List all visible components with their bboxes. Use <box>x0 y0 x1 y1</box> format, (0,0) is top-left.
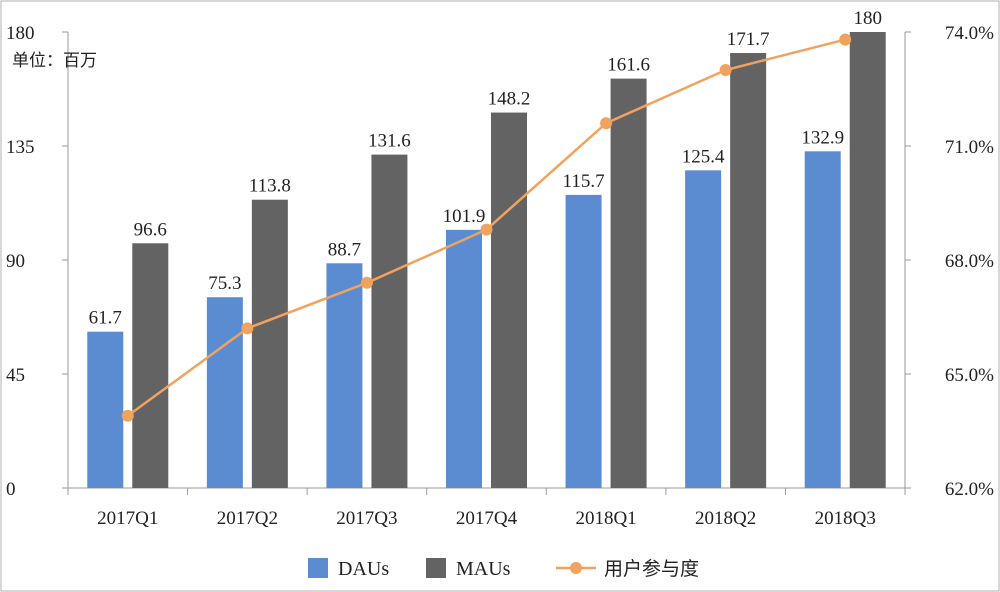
dau-value-label: 61.7 <box>89 308 122 329</box>
dau-bar <box>206 297 243 488</box>
left-tick-label: 135 <box>6 137 35 158</box>
mau-bar <box>610 78 647 488</box>
mau-value-label: 96.6 <box>134 219 167 240</box>
right-tick-label: 68.0% <box>945 251 994 272</box>
engagement-point <box>121 409 134 422</box>
engagement-point <box>719 64 732 76</box>
legend-label-dau: DAUs <box>338 558 389 580</box>
legend-marker-engagement <box>570 562 582 574</box>
x-tick-label: 2018Q1 <box>575 508 636 529</box>
x-tick-label: 2017Q1 <box>97 508 158 529</box>
engagement-point <box>600 117 613 130</box>
mau-value-label: 131.6 <box>368 131 411 152</box>
dau-bar <box>685 170 722 488</box>
legend-swatch-mau <box>426 558 446 578</box>
left-tick-label: 45 <box>6 365 25 386</box>
dau-bar <box>565 194 602 489</box>
x-tick-label: 2017Q3 <box>336 508 397 529</box>
mau-value-label: 161.6 <box>607 55 650 76</box>
dau-bar <box>87 331 124 488</box>
left-tick-label: 0 <box>6 479 16 500</box>
mau-bar <box>491 112 527 488</box>
dau-value-label: 125.4 <box>682 146 725 167</box>
dau-bar <box>804 151 841 488</box>
dau-value-label: 88.7 <box>328 239 361 260</box>
engagement-point <box>241 322 254 335</box>
dau-value-label: 132.9 <box>801 127 844 148</box>
legend-label-mau: MAUs <box>456 558 511 580</box>
dau-value-label: 75.3 <box>208 273 241 294</box>
mau-bar <box>371 154 408 488</box>
x-tick-label: 2017Q4 <box>456 508 518 529</box>
legend-label-engagement: 用户参与度 <box>604 558 699 580</box>
mau-bar <box>849 32 886 488</box>
mau-bar <box>251 199 288 488</box>
dau-bar <box>446 229 482 488</box>
right-tick-label: 71.0% <box>945 137 994 158</box>
mau-value-label: 148.2 <box>488 89 531 110</box>
x-tick-label: 2018Q3 <box>815 508 876 529</box>
dau-bar <box>326 263 363 488</box>
right-tick-label: 62.0% <box>945 479 994 500</box>
left-tick-label: 90 <box>6 251 25 272</box>
right-tick-label: 74.0% <box>945 23 994 44</box>
engagement-point <box>360 276 373 289</box>
right-tick-label: 65.0% <box>945 365 994 386</box>
engagement-point <box>480 223 493 236</box>
legend-swatch-dau <box>308 558 328 578</box>
mau-value-label: 180 <box>853 8 882 29</box>
mau-bar <box>730 53 767 488</box>
mau-bar <box>132 243 169 488</box>
left-tick-label: 180 <box>6 23 35 44</box>
x-tick-label: 2017Q2 <box>217 508 278 529</box>
x-tick-label: 2018Q2 <box>695 508 756 529</box>
dau-value-label: 101.9 <box>443 206 486 227</box>
mau-value-label: 171.7 <box>727 29 770 50</box>
unit-label: 单位：百万 <box>12 51 97 71</box>
mau-value-label: 113.8 <box>249 176 291 197</box>
dau-value-label: 115.7 <box>563 171 605 192</box>
engagement-point <box>839 33 852 46</box>
